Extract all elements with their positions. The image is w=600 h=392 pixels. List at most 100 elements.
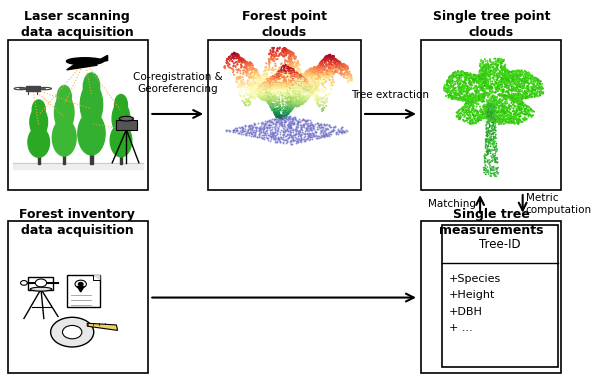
Point xyxy=(516,113,526,120)
Point xyxy=(255,74,265,80)
Point xyxy=(510,97,520,103)
Point xyxy=(300,90,310,96)
Point xyxy=(316,74,326,80)
Point xyxy=(284,67,293,74)
Point xyxy=(503,105,512,111)
Point xyxy=(488,110,498,116)
Point xyxy=(332,56,341,63)
Point xyxy=(262,134,271,141)
Point xyxy=(262,125,272,131)
Point xyxy=(306,76,316,83)
Point xyxy=(446,83,456,89)
Point xyxy=(338,66,347,73)
Point xyxy=(518,83,528,90)
Point xyxy=(451,74,461,80)
Point xyxy=(275,53,284,59)
Point xyxy=(443,78,452,85)
Point xyxy=(326,54,336,60)
Point xyxy=(521,74,531,80)
Point xyxy=(308,93,318,99)
Point xyxy=(295,119,305,125)
Point xyxy=(504,103,514,109)
Point xyxy=(474,92,484,98)
Point xyxy=(481,67,491,73)
Point xyxy=(498,113,508,119)
Polygon shape xyxy=(77,287,84,292)
Point xyxy=(313,94,322,100)
Point xyxy=(269,73,279,80)
Point xyxy=(462,74,472,80)
Point xyxy=(304,84,313,90)
Point xyxy=(302,85,312,91)
Point xyxy=(250,75,259,82)
Point xyxy=(229,54,238,60)
Point xyxy=(473,109,483,116)
Point xyxy=(479,104,488,111)
Point xyxy=(304,78,313,85)
Point xyxy=(278,46,288,52)
Point xyxy=(472,93,481,100)
Point xyxy=(301,96,311,103)
Point xyxy=(468,95,478,102)
Point xyxy=(515,73,525,79)
Point xyxy=(505,108,514,114)
Point xyxy=(268,118,277,125)
Point xyxy=(306,87,316,93)
Point xyxy=(283,49,293,56)
Point xyxy=(309,91,319,97)
Point xyxy=(458,85,467,92)
Point xyxy=(524,109,533,115)
Point xyxy=(314,74,324,81)
Point xyxy=(299,75,308,81)
Point xyxy=(264,80,274,87)
Point xyxy=(319,94,329,100)
Point xyxy=(328,68,337,74)
Point xyxy=(301,133,310,140)
Point xyxy=(287,51,296,57)
Point xyxy=(292,102,301,109)
Point xyxy=(304,92,313,98)
Point xyxy=(506,97,515,103)
Point xyxy=(487,115,496,121)
Point xyxy=(262,96,271,102)
Point xyxy=(484,78,493,84)
Point xyxy=(302,94,312,100)
Point xyxy=(439,84,449,90)
Point xyxy=(245,101,255,107)
Point xyxy=(278,85,288,91)
Point xyxy=(522,71,532,78)
Point xyxy=(265,129,275,135)
Point xyxy=(264,96,274,103)
Point xyxy=(279,66,289,73)
Point xyxy=(521,110,531,116)
Point xyxy=(340,129,349,135)
Point xyxy=(292,70,302,76)
Point xyxy=(470,98,480,104)
Point xyxy=(276,86,286,93)
Point xyxy=(261,79,271,85)
Point xyxy=(295,74,305,81)
Point xyxy=(513,120,523,127)
Point xyxy=(502,78,512,84)
Point xyxy=(311,67,321,73)
Point xyxy=(494,58,503,65)
Point xyxy=(320,58,329,64)
Point xyxy=(488,106,497,113)
Point xyxy=(243,71,253,77)
Point xyxy=(476,78,485,84)
Point xyxy=(487,102,496,109)
Point xyxy=(286,89,295,95)
Point xyxy=(487,114,496,120)
Point xyxy=(464,108,473,114)
Point xyxy=(278,114,288,121)
Point xyxy=(284,102,293,108)
Point xyxy=(523,71,533,77)
Point xyxy=(313,85,322,92)
Point xyxy=(487,112,496,118)
Point xyxy=(284,109,294,115)
Point xyxy=(509,112,518,118)
Point xyxy=(294,102,304,108)
Point xyxy=(287,69,297,75)
Point xyxy=(230,51,239,57)
Point xyxy=(287,77,296,83)
